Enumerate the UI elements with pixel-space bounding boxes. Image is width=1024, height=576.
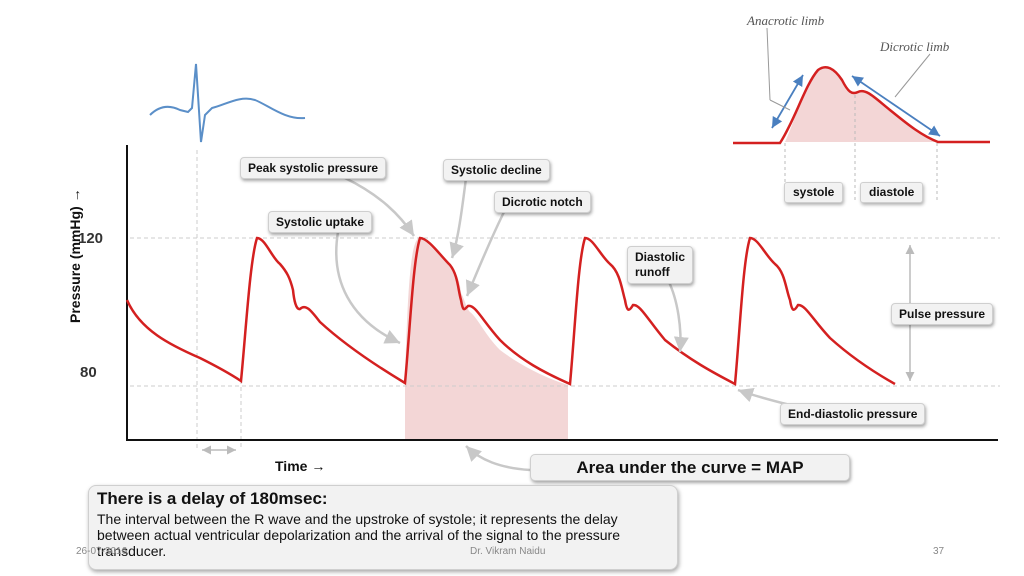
peak-systolic-callout: Peak systolic pressure [240,157,387,179]
systolic-decline-leader [449,177,468,259]
diastole-label: diastole [860,182,924,203]
map-shaded-area [405,238,568,440]
anacrotic-pointer [766,27,771,101]
end-diastolic-callout: End-diastolic pressure [780,403,926,425]
anacrotic-limb-label: Anacrotic limb [747,13,825,28]
delay-body: The interval between the R wave and the … [97,511,620,559]
systole-label: systole [784,182,844,203]
dicrotic-pointer [894,53,931,98]
dicrotic-notch-callout: Dicrotic notch [494,191,591,213]
inset-shaded-area [785,67,935,142]
systolic-uptake-leader [335,231,401,345]
pulse-pressure-callout: Pulse pressure [891,303,994,325]
map-leader [465,445,531,472]
y-axis-label: Pressure (mmHg) → [67,188,83,323]
footer-date: 26-07-2016 [76,546,128,557]
dicrotic-arrow [851,75,941,137]
diastolic-runoff-line2: runoff [635,265,670,279]
x-axis-label: Time → [275,458,326,474]
delay-explanation-box: There is a delay of 180msec: The interva… [88,485,678,570]
diastolic-runoff-leader [666,279,689,353]
ecg-trace [149,63,306,143]
footer-page-number: 37 [933,546,945,557]
systolic-uptake-callout: Systolic uptake [268,211,373,233]
y-tick-120: 120 [78,230,104,247]
y-tick-80: 80 [80,364,97,381]
anacrotic-arrow [771,74,804,129]
diastolic-runoff-line1: Diastolic [635,250,686,264]
delay-title: There is a delay of 180msec: [97,489,328,508]
dicrotic-limb-label: Dicrotic limb [880,39,950,54]
arterial-waveform [125,236,896,386]
peak-systolic-leader [344,176,416,237]
map-callout: Area under the curve = MAP [530,454,850,481]
dicrotic-notch-leader [465,209,507,297]
systolic-decline-callout: Systolic decline [443,159,550,181]
anacrotic-pointer-2 [769,99,791,111]
footer-author: Dr. Vikram Naidu [470,546,546,557]
diastolic-runoff-callout: Diastolic runoff [627,246,694,284]
